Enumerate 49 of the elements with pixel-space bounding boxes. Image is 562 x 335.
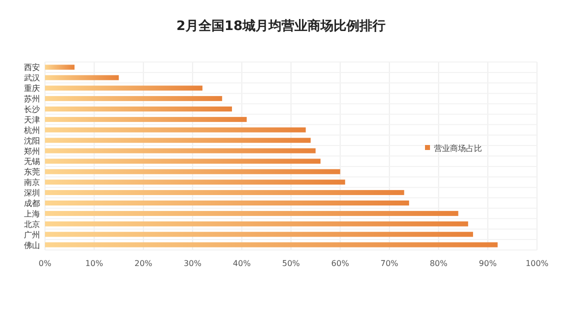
chart-title: 2月全国18城月均营业商场比例排行 bbox=[176, 18, 386, 34]
y-tick-label: 长沙 bbox=[24, 105, 40, 114]
x-tick-label: 90% bbox=[478, 259, 498, 268]
y-tick-label: 天津 bbox=[24, 115, 40, 124]
x-tick-label: 60% bbox=[331, 259, 350, 268]
bar bbox=[45, 75, 119, 80]
y-tick-label: 北京 bbox=[24, 220, 40, 229]
x-tick-label: 100% bbox=[526, 259, 549, 268]
bar bbox=[45, 106, 232, 112]
y-tick-label: 苏州 bbox=[24, 94, 40, 104]
x-tick-label: 20% bbox=[134, 259, 153, 268]
bar bbox=[45, 138, 311, 143]
bar bbox=[45, 158, 321, 164]
y-tick-label: 上海 bbox=[24, 209, 40, 218]
bar bbox=[45, 190, 404, 196]
bar bbox=[45, 116, 247, 122]
y-tick-label: 沈阳 bbox=[24, 136, 40, 146]
y-tick-label: 广州 bbox=[24, 230, 40, 240]
bar bbox=[45, 169, 340, 174]
bar bbox=[45, 221, 468, 226]
y-tick-label: 杭州 bbox=[23, 126, 40, 135]
legend-label: 营业商场占比 bbox=[434, 144, 482, 153]
bar bbox=[45, 180, 346, 185]
y-tick-label: 深圳 bbox=[24, 188, 40, 198]
y-tick-label: 佛山 bbox=[24, 240, 40, 250]
y-tick-label: 西安 bbox=[24, 63, 40, 72]
x-tick-label: 30% bbox=[184, 259, 202, 268]
bar bbox=[45, 127, 306, 132]
bar bbox=[45, 200, 410, 206]
bar bbox=[45, 64, 75, 70]
y-tick-label: 南京 bbox=[24, 178, 40, 188]
bar bbox=[45, 86, 202, 91]
bar bbox=[45, 148, 316, 154]
y-tick-label: 成都 bbox=[24, 199, 40, 208]
y-tick-label: 郑州 bbox=[24, 146, 40, 156]
x-tick-label: 10% bbox=[85, 259, 104, 268]
y-tick-label: 重庆 bbox=[24, 84, 40, 94]
x-tick-label: 40% bbox=[232, 259, 252, 268]
bar bbox=[45, 96, 222, 102]
x-tick-label: 70% bbox=[380, 259, 399, 268]
bar bbox=[45, 232, 474, 237]
x-tick-label: 0% bbox=[38, 259, 52, 268]
y-tick-label: 无锡 bbox=[24, 157, 40, 166]
y-tick-label: 武汉 bbox=[24, 74, 40, 83]
y-tick-label: 东莞 bbox=[24, 168, 40, 177]
x-tick-label: 50% bbox=[282, 259, 300, 268]
bar bbox=[45, 210, 458, 216]
bar bbox=[45, 242, 498, 248]
x-tick-label: 80% bbox=[430, 259, 448, 268]
